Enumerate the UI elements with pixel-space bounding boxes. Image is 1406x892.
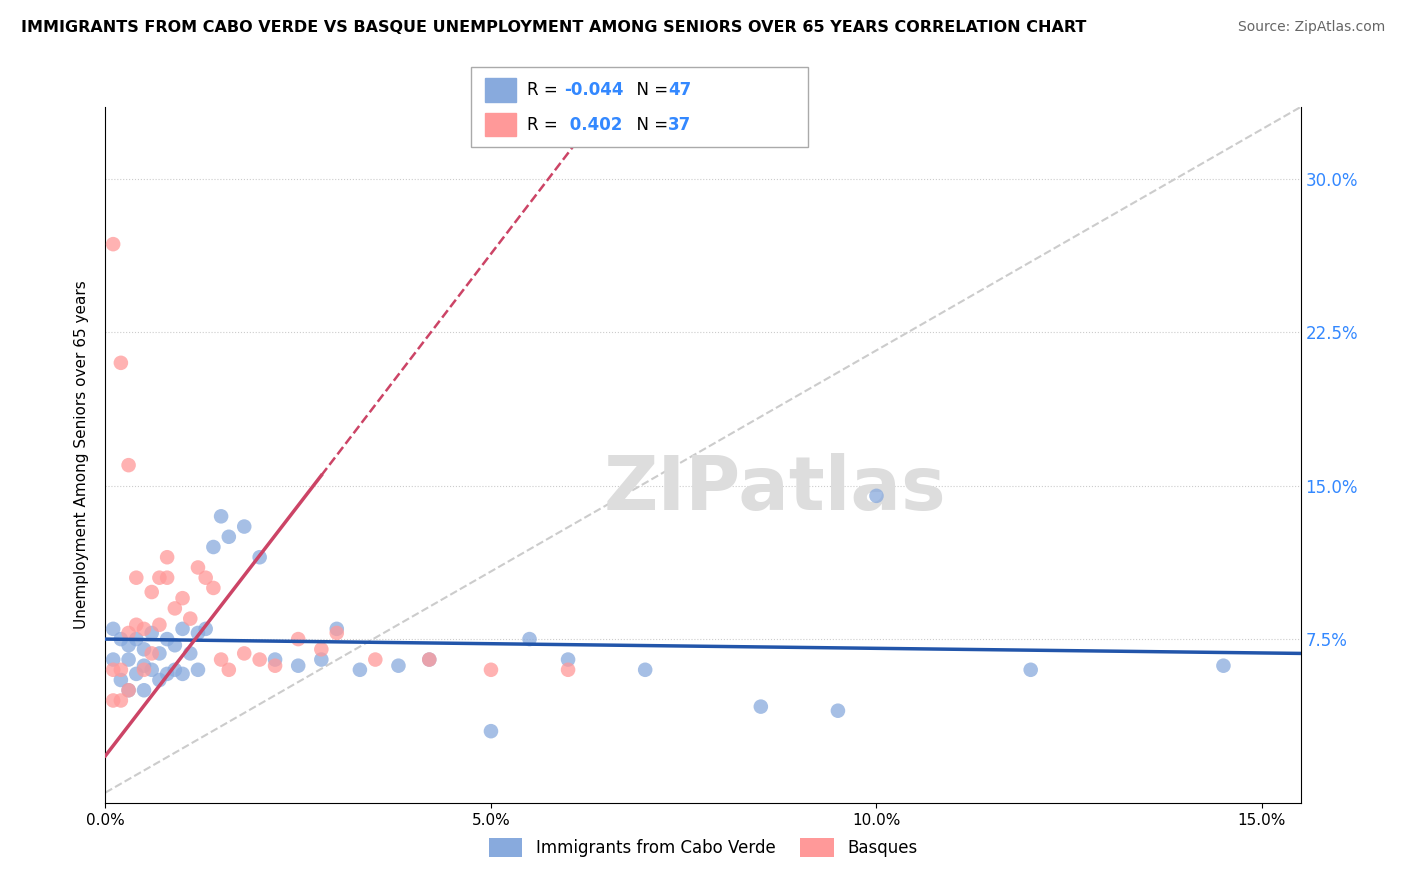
Text: R =: R = xyxy=(527,116,564,134)
Point xyxy=(141,626,163,640)
Point xyxy=(110,663,132,677)
Point xyxy=(326,626,349,640)
Point xyxy=(141,585,163,599)
Text: -0.044: -0.044 xyxy=(564,81,623,99)
Text: Source: ZipAtlas.com: Source: ZipAtlas.com xyxy=(1237,20,1385,34)
Point xyxy=(101,237,124,252)
Point xyxy=(117,638,139,652)
Point xyxy=(519,632,541,646)
Point xyxy=(249,550,271,565)
Point xyxy=(101,693,124,707)
Point xyxy=(233,647,256,661)
Point xyxy=(311,652,333,666)
Point xyxy=(172,622,194,636)
Point xyxy=(156,632,179,646)
Point xyxy=(557,652,579,666)
Point xyxy=(479,663,502,677)
Point xyxy=(387,658,409,673)
Point xyxy=(187,626,209,640)
Point xyxy=(202,581,225,595)
Point xyxy=(218,530,240,544)
Point xyxy=(172,591,194,606)
Point xyxy=(101,652,124,666)
Point xyxy=(125,617,148,632)
Point xyxy=(311,642,333,657)
Point xyxy=(156,666,179,681)
Point xyxy=(194,622,217,636)
Point xyxy=(287,632,309,646)
Point xyxy=(125,666,148,681)
Text: N =: N = xyxy=(626,81,673,99)
Point xyxy=(865,489,887,503)
Point xyxy=(163,663,186,677)
Text: R =: R = xyxy=(527,81,564,99)
Point xyxy=(249,652,271,666)
Point xyxy=(233,519,256,533)
Point xyxy=(125,571,148,585)
Point xyxy=(364,652,387,666)
Point xyxy=(202,540,225,554)
Text: 47: 47 xyxy=(668,81,692,99)
Point xyxy=(132,658,155,673)
Point xyxy=(141,663,163,677)
Point xyxy=(117,683,139,698)
Point xyxy=(110,673,132,687)
Point xyxy=(110,356,132,370)
Point xyxy=(187,663,209,677)
Point xyxy=(634,663,657,677)
Point xyxy=(101,622,124,636)
Point xyxy=(418,652,440,666)
Legend: Immigrants from Cabo Verde, Basques: Immigrants from Cabo Verde, Basques xyxy=(482,831,924,864)
Point xyxy=(479,724,502,739)
Point xyxy=(148,673,170,687)
Point xyxy=(132,683,155,698)
Point xyxy=(326,622,349,636)
Point xyxy=(110,632,132,646)
Point xyxy=(125,632,148,646)
Point xyxy=(827,704,849,718)
Point xyxy=(156,550,179,565)
Point xyxy=(117,683,139,698)
Point xyxy=(209,509,232,524)
Text: 0.402: 0.402 xyxy=(564,116,623,134)
Point xyxy=(557,663,579,677)
Point xyxy=(117,652,139,666)
Point xyxy=(117,626,139,640)
Point xyxy=(163,601,186,615)
Point xyxy=(349,663,371,677)
Point xyxy=(187,560,209,574)
Point xyxy=(132,663,155,677)
Point xyxy=(749,699,772,714)
Point xyxy=(117,458,139,472)
Point xyxy=(264,658,287,673)
Y-axis label: Unemployment Among Seniors over 65 years: Unemployment Among Seniors over 65 years xyxy=(75,281,90,629)
Point xyxy=(163,638,186,652)
Text: N =: N = xyxy=(626,116,673,134)
Point xyxy=(179,647,201,661)
Point xyxy=(156,571,179,585)
Point xyxy=(418,652,440,666)
Text: IMMIGRANTS FROM CABO VERDE VS BASQUE UNEMPLOYMENT AMONG SENIORS OVER 65 YEARS CO: IMMIGRANTS FROM CABO VERDE VS BASQUE UNE… xyxy=(21,20,1087,35)
Point xyxy=(148,647,170,661)
Point xyxy=(148,571,170,585)
Point xyxy=(1019,663,1042,677)
Point xyxy=(179,612,201,626)
Point xyxy=(172,666,194,681)
Text: ZIPatlas: ZIPatlas xyxy=(603,453,946,526)
Point xyxy=(264,652,287,666)
Point xyxy=(141,647,163,661)
Point xyxy=(287,658,309,673)
Point xyxy=(101,663,124,677)
Point xyxy=(218,663,240,677)
Point xyxy=(132,642,155,657)
Point xyxy=(194,571,217,585)
Point xyxy=(132,622,155,636)
Point xyxy=(110,693,132,707)
Point xyxy=(1212,658,1234,673)
Point xyxy=(148,617,170,632)
Point xyxy=(209,652,232,666)
Text: 37: 37 xyxy=(668,116,692,134)
